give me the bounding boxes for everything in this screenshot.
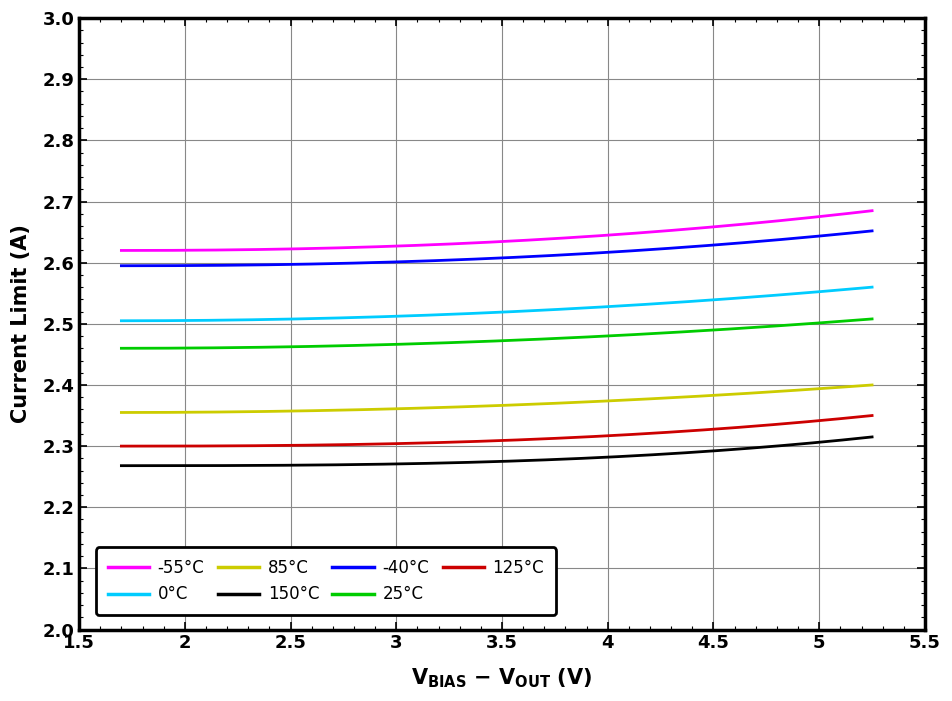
85°C bbox=[563, 399, 574, 407]
85°C bbox=[522, 400, 533, 409]
Y-axis label: Current Limit (A): Current Limit (A) bbox=[11, 224, 31, 423]
-40°C bbox=[522, 252, 533, 261]
150°C bbox=[563, 455, 574, 463]
150°C bbox=[477, 458, 488, 466]
-40°C bbox=[731, 239, 743, 247]
-40°C bbox=[477, 254, 488, 263]
125°C bbox=[472, 437, 484, 446]
Line: -55°C: -55°C bbox=[121, 211, 872, 250]
150°C bbox=[866, 433, 878, 441]
X-axis label: $\mathbf{V_{BIAS}}$ $\mathbf{-}$ $\mathbf{V_{OUT}}$ $\mathbf{(V)}$: $\mathbf{V_{BIAS}}$ $\mathbf{-}$ $\mathb… bbox=[411, 666, 593, 690]
25°C bbox=[848, 316, 860, 325]
Line: 85°C: 85°C bbox=[121, 385, 872, 412]
0°C bbox=[731, 294, 743, 302]
85°C bbox=[115, 408, 127, 416]
150°C bbox=[472, 458, 484, 466]
125°C bbox=[848, 413, 860, 421]
-40°C bbox=[115, 261, 127, 270]
85°C bbox=[731, 390, 743, 398]
85°C bbox=[477, 402, 488, 410]
125°C bbox=[115, 442, 127, 450]
0°C bbox=[477, 308, 488, 317]
0°C bbox=[472, 309, 484, 318]
-40°C bbox=[866, 226, 878, 235]
0°C bbox=[522, 307, 533, 315]
125°C bbox=[563, 433, 574, 442]
Legend: -55°C, 0°C, 85°C, 150°C, -40°C, 25°C, 125°C: -55°C, 0°C, 85°C, 150°C, -40°C, 25°C, 12… bbox=[96, 547, 556, 615]
-55°C bbox=[115, 246, 127, 254]
25°C bbox=[731, 325, 743, 333]
-40°C bbox=[848, 229, 860, 237]
25°C bbox=[522, 336, 533, 344]
25°C bbox=[866, 315, 878, 323]
25°C bbox=[563, 334, 574, 342]
150°C bbox=[115, 461, 127, 470]
150°C bbox=[848, 435, 860, 443]
-55°C bbox=[477, 238, 488, 247]
85°C bbox=[866, 381, 878, 389]
0°C bbox=[866, 283, 878, 292]
85°C bbox=[472, 402, 484, 411]
0°C bbox=[115, 317, 127, 325]
Line: 0°C: 0°C bbox=[121, 287, 872, 321]
125°C bbox=[731, 423, 743, 432]
125°C bbox=[866, 411, 878, 420]
Line: 25°C: 25°C bbox=[121, 319, 872, 348]
25°C bbox=[115, 344, 127, 353]
-55°C bbox=[522, 236, 533, 245]
125°C bbox=[522, 435, 533, 444]
150°C bbox=[522, 456, 533, 465]
25°C bbox=[472, 337, 484, 346]
85°C bbox=[848, 382, 860, 390]
-40°C bbox=[563, 250, 574, 259]
-55°C bbox=[563, 233, 574, 242]
-55°C bbox=[472, 238, 484, 247]
Line: 125°C: 125°C bbox=[121, 416, 872, 446]
25°C bbox=[477, 337, 488, 346]
Line: -40°C: -40°C bbox=[121, 231, 872, 266]
125°C bbox=[477, 437, 488, 445]
-40°C bbox=[472, 254, 484, 263]
Line: 150°C: 150°C bbox=[121, 437, 872, 465]
150°C bbox=[731, 445, 743, 454]
-55°C bbox=[848, 209, 860, 217]
-55°C bbox=[731, 221, 743, 229]
-55°C bbox=[866, 207, 878, 215]
0°C bbox=[563, 305, 574, 313]
0°C bbox=[848, 285, 860, 293]
